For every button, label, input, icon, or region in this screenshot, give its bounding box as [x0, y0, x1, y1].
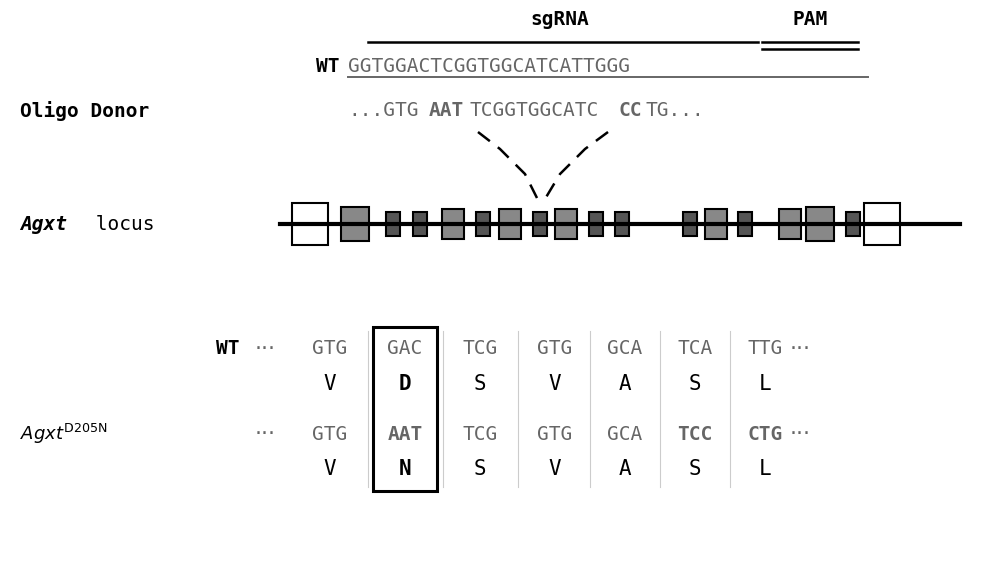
Bar: [341, 207, 369, 241]
Bar: [779, 209, 801, 239]
Text: WT: WT: [216, 340, 240, 359]
Text: TCG: TCG: [462, 340, 498, 359]
Bar: [846, 212, 860, 236]
Bar: [806, 207, 834, 241]
Text: S: S: [689, 374, 701, 394]
Text: A: A: [619, 459, 631, 479]
Text: GTG: GTG: [537, 340, 573, 359]
Text: TCG: TCG: [462, 425, 498, 443]
Text: GCA: GCA: [607, 340, 643, 359]
Text: TCGGTGGCATC: TCGGTGGCATC: [470, 102, 599, 121]
Bar: [555, 209, 577, 239]
Text: PAM: PAM: [792, 10, 828, 29]
Bar: [476, 212, 490, 236]
Text: L: L: [759, 374, 771, 394]
Bar: [738, 212, 752, 236]
Bar: [705, 209, 727, 239]
Text: N: N: [399, 459, 411, 479]
Text: GCA: GCA: [607, 425, 643, 443]
Text: S: S: [474, 374, 486, 394]
Text: GTG: GTG: [312, 425, 348, 443]
Bar: [864, 203, 900, 245]
Text: ···: ···: [254, 339, 276, 359]
Text: V: V: [324, 459, 336, 479]
Text: WT: WT: [316, 58, 340, 77]
Bar: [442, 209, 464, 239]
Text: V: V: [549, 459, 561, 479]
Bar: [589, 212, 603, 236]
Bar: [499, 209, 521, 239]
Text: ...GTG: ...GTG: [348, 102, 418, 121]
Text: S: S: [474, 459, 486, 479]
Text: V: V: [549, 374, 561, 394]
Bar: [413, 212, 427, 236]
Text: locus: locus: [84, 214, 154, 233]
Text: TTG: TTG: [747, 340, 783, 359]
Text: CC: CC: [618, 102, 642, 121]
Text: CTG: CTG: [747, 425, 783, 443]
Text: AAT: AAT: [387, 425, 423, 443]
Bar: [615, 212, 629, 236]
Text: L: L: [759, 459, 771, 479]
Text: GTG: GTG: [537, 425, 573, 443]
Text: TCC: TCC: [677, 425, 713, 443]
Text: sgRNA: sgRNA: [531, 10, 589, 29]
Text: GGTGGACTCGGTGGCATCATTGGG: GGTGGACTCGGTGGCATCATTGGG: [348, 58, 630, 77]
Text: ···: ···: [790, 339, 810, 359]
Text: Agxt: Agxt: [20, 214, 67, 233]
Text: Oligo Donor: Oligo Donor: [20, 101, 149, 121]
Text: V: V: [324, 374, 336, 394]
Bar: [373, 327, 437, 491]
Text: A: A: [619, 374, 631, 394]
Text: D: D: [399, 374, 411, 394]
Bar: [533, 212, 547, 236]
Text: ···: ···: [254, 424, 276, 444]
Text: GAC: GAC: [387, 340, 423, 359]
Bar: [683, 212, 697, 236]
Text: GTG: GTG: [312, 340, 348, 359]
Text: AAT: AAT: [429, 102, 464, 121]
Text: TG...: TG...: [645, 102, 704, 121]
Bar: [292, 203, 328, 245]
Text: S: S: [689, 459, 701, 479]
Bar: [386, 212, 400, 236]
Text: TCA: TCA: [677, 340, 713, 359]
Text: ···: ···: [790, 424, 810, 444]
Text: $\mathit{Agxt}^{\mathrm{D205N}}$: $\mathit{Agxt}^{\mathrm{D205N}}$: [20, 422, 108, 446]
